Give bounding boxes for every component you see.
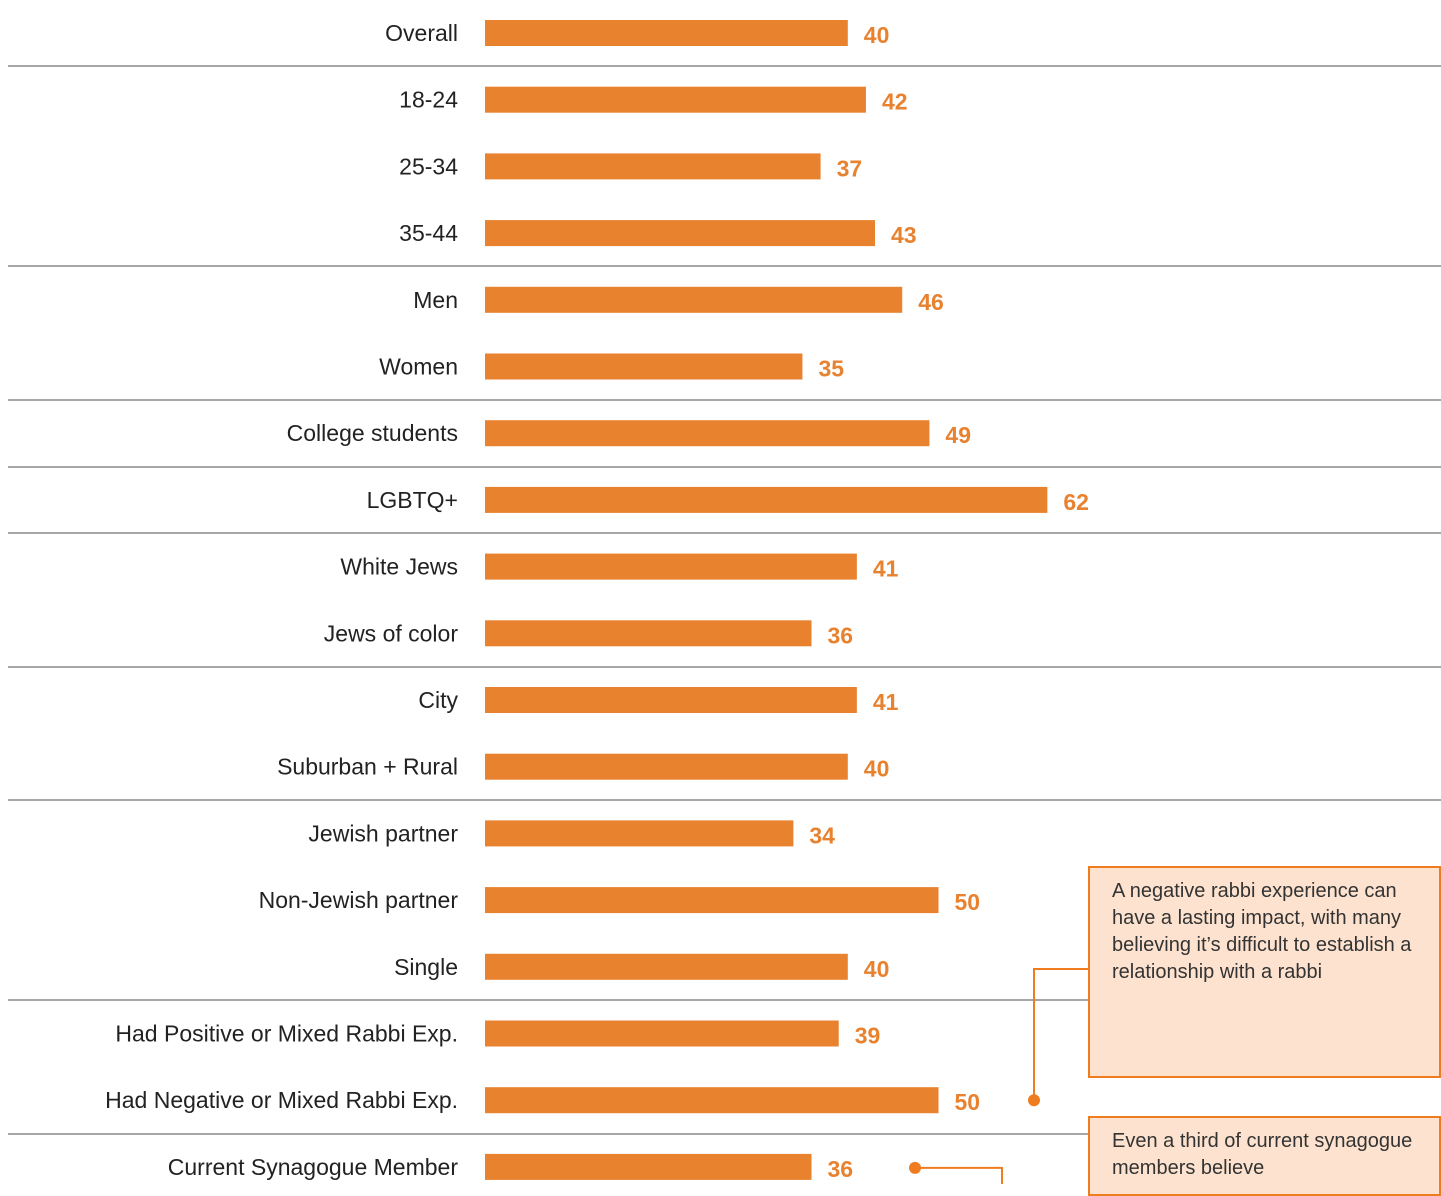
callout-connectors (909, 968, 1088, 1184)
connector-dot-negative-rabbi-experience (1028, 1094, 1040, 1107)
bars (485, 20, 1048, 1180)
category-label-overall: Overall (385, 20, 458, 46)
bar-single (485, 953, 848, 980)
bar-current-synagogue-member (485, 1153, 812, 1180)
category-label-35-44: 35-44 (399, 220, 458, 246)
callout-text: A negative rabbi experience can have a l… (1112, 880, 1412, 983)
callout-text: Even a third of current synagogue member… (1112, 1130, 1413, 1179)
value-label-jewish-partner: 34 (809, 822, 835, 848)
value-label-25-34: 37 (837, 155, 863, 181)
category-label-jewish-partner: Jewish partner (308, 820, 458, 846)
bar-had-negative-or-mixed-rabbi-exp (485, 1087, 939, 1114)
bar-white-jews (485, 553, 857, 580)
bar-women (485, 353, 803, 380)
value-label-single: 40 (864, 956, 890, 982)
category-label-had-negative-or-mixed-rabbi-exp: Had Negative or Mixed Rabbi Exp. (105, 1087, 458, 1113)
connector-synagogue-members (915, 1166, 1003, 1184)
category-label-had-positive-or-mixed-rabbi-exp: Had Positive or Mixed Rabbi Exp. (115, 1021, 458, 1047)
value-label-jews-of-color: 36 (828, 622, 854, 648)
value-label-had-negative-or-mixed-rabbi-exp: 50 (955, 1089, 981, 1115)
bar-jewish-partner (485, 820, 794, 847)
connector-negative-rabbi-experience (1033, 968, 1088, 1101)
value-label-overall: 40 (864, 22, 890, 48)
value-label-18-24: 42 (882, 89, 908, 115)
category-label-18-24: 18-24 (399, 87, 458, 113)
value-label-lgbtq: 62 (1063, 489, 1089, 515)
connector-dot-synagogue-members (909, 1161, 921, 1174)
bar-35-44 (485, 220, 876, 247)
value-label-35-44: 43 (891, 222, 917, 248)
category-label-white-jews: White Jews (340, 554, 458, 580)
category-label-non-jewish-partner: Non-Jewish partner (259, 887, 459, 913)
category-label-women: Women (379, 354, 458, 380)
bar-city (485, 687, 857, 713)
value-label-current-synagogue-member: 36 (828, 1156, 854, 1182)
group-separators (8, 65, 1441, 1135)
bar-25-34 (485, 153, 821, 180)
value-label-men: 46 (918, 289, 944, 315)
category-label-25-34: 25-34 (399, 153, 458, 179)
category-labels: Overall 18-24 25-34 35-44 Men Women College st… (105, 20, 458, 1180)
value-label-women: 35 (818, 356, 844, 382)
category-label-suburban-rural: Suburban + Rural (277, 754, 458, 780)
value-label-college-students: 49 (945, 422, 971, 448)
value-label-had-positive-or-mixed-rabbi-exp: 39 (855, 1023, 881, 1049)
bar-non-jewish-partner (485, 887, 939, 914)
category-label-single: Single (394, 954, 458, 980)
category-label-college-students: College students (287, 420, 458, 446)
value-label-suburban-rural: 40 (864, 756, 890, 782)
category-label-men: Men (413, 287, 458, 313)
bar-18-24 (485, 86, 866, 113)
value-label-non-jewish-partner: 50 (955, 889, 981, 915)
bar-had-positive-or-mixed-rabbi-exp (485, 1020, 839, 1047)
callout-negative-rabbi-experience: A negative rabbi experience can have a l… (1088, 866, 1441, 1078)
category-label-city: City (418, 687, 458, 713)
value-labels: 40 42 37 43 46 35 49 62 41 36 41 40 34 50 40 39 50 36 (809, 22, 1089, 1182)
callout-synagogue-members: Even a third of current synagogue member… (1088, 1116, 1441, 1196)
value-label-white-jews: 41 (873, 556, 899, 582)
category-label-jews-of-color: Jews of color (324, 620, 459, 646)
value-label-city: 41 (873, 689, 899, 715)
bar-men (485, 286, 903, 313)
bar-suburban-rural (485, 753, 848, 780)
bar-lgbtq (485, 486, 1048, 513)
bar-jews-of-color (485, 620, 812, 647)
bar-overall (485, 20, 848, 46)
category-label-current-synagogue-member: Current Synagogue Member (168, 1154, 459, 1180)
bar-college-students (485, 420, 930, 447)
category-label-lgbtq: LGBTQ+ (367, 487, 458, 513)
